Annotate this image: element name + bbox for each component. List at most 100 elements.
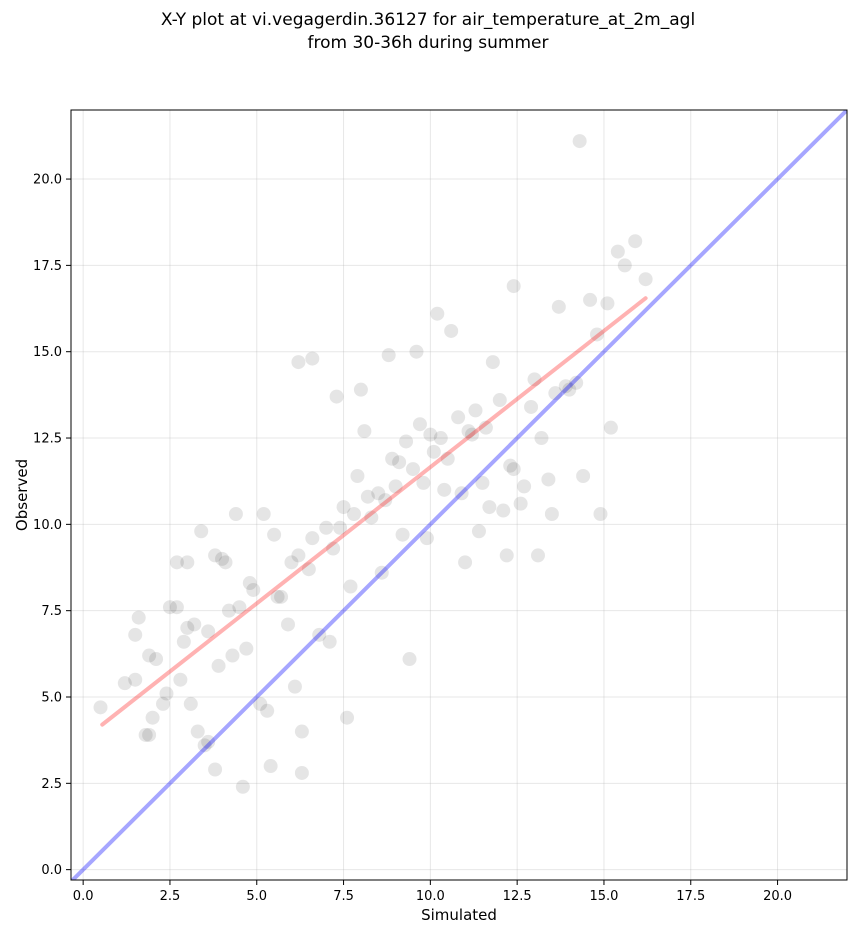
data-point xyxy=(517,479,532,494)
data-point xyxy=(454,486,469,501)
y-tick-label: 7.5 xyxy=(41,604,62,619)
data-point xyxy=(194,524,209,539)
axes-frame xyxy=(70,109,848,881)
data-point xyxy=(225,648,240,663)
data-point xyxy=(343,579,358,594)
y-tick-label: 15.0 xyxy=(33,345,62,360)
data-point xyxy=(169,555,184,570)
data-point xyxy=(329,389,344,404)
data-point xyxy=(465,427,480,442)
data-point xyxy=(461,424,476,439)
data-point xyxy=(499,548,514,563)
data-point xyxy=(534,431,549,446)
data-point xyxy=(176,634,191,649)
data-point xyxy=(291,355,306,370)
data-point xyxy=(274,589,289,604)
data-point xyxy=(312,627,327,642)
data-point xyxy=(221,603,236,618)
data-point xyxy=(485,355,500,370)
y-tick-label: 12.5 xyxy=(33,432,62,447)
data-point xyxy=(440,451,455,466)
regression-line xyxy=(100,296,648,727)
plot-frame xyxy=(70,109,848,881)
data-point xyxy=(617,258,632,273)
data-point xyxy=(603,420,618,435)
grid-lines xyxy=(71,110,847,880)
data-point xyxy=(336,500,351,515)
data-point xyxy=(426,444,441,459)
data-point xyxy=(267,527,282,542)
chart-subtitle: from 30-36h during summer xyxy=(307,33,549,53)
data-point xyxy=(270,589,285,604)
data-point xyxy=(548,386,563,401)
x-tick-label: 12.5 xyxy=(503,889,532,904)
data-point xyxy=(246,582,261,597)
y-axis-label: Observed xyxy=(13,459,31,531)
data-point xyxy=(572,134,587,149)
data-point xyxy=(506,279,521,294)
data-point xyxy=(402,652,417,667)
data-point xyxy=(128,672,143,687)
data-point xyxy=(319,520,334,535)
data-point xyxy=(610,244,625,259)
data-point xyxy=(190,724,205,739)
data-point xyxy=(169,600,184,615)
data-point xyxy=(541,472,556,487)
data-point xyxy=(399,434,414,449)
data-point xyxy=(364,510,379,525)
data-point xyxy=(409,344,424,359)
data-point xyxy=(142,648,157,663)
data-point xyxy=(562,382,577,397)
data-point xyxy=(131,610,146,625)
data-point xyxy=(117,676,132,691)
data-point xyxy=(419,531,434,546)
data-point xyxy=(305,351,320,366)
data-point xyxy=(593,506,608,521)
data-point xyxy=(180,555,195,570)
data-point xyxy=(530,548,545,563)
data-point xyxy=(235,779,250,794)
data-point xyxy=(475,475,490,490)
data-point xyxy=(371,486,386,501)
data-point xyxy=(381,348,396,363)
data-point xyxy=(628,234,643,249)
y-tick-label: 5.0 xyxy=(41,690,62,705)
data-point xyxy=(322,634,337,649)
data-point xyxy=(346,506,361,521)
data-point xyxy=(180,620,195,635)
data-point xyxy=(524,399,539,414)
x-tick-label: 17.5 xyxy=(676,889,705,904)
data-point xyxy=(378,493,393,508)
identity-line xyxy=(71,110,847,880)
data-point xyxy=(253,696,268,711)
data-point xyxy=(569,375,584,390)
data-point xyxy=(197,738,212,753)
data-point xyxy=(239,641,254,656)
data-point xyxy=(513,496,528,511)
x-tick-label: 0.0 xyxy=(73,889,94,904)
data-point xyxy=(350,469,365,484)
data-point xyxy=(284,555,299,570)
data-point xyxy=(600,296,615,311)
data-point xyxy=(551,299,566,314)
x-axis-label: Simulated xyxy=(421,906,497,924)
data-point xyxy=(260,703,275,718)
data-point xyxy=(638,272,653,287)
x-tick-label: 5.0 xyxy=(246,889,267,904)
data-point xyxy=(242,576,257,591)
data-point xyxy=(360,489,375,504)
data-point xyxy=(173,672,188,687)
data-point xyxy=(208,548,223,563)
data-point xyxy=(340,710,355,725)
data-point xyxy=(281,617,296,632)
data-point xyxy=(287,679,302,694)
data-point xyxy=(482,500,497,515)
chart-title: X-Y plot at vi.vegagerdin.36127 for air_… xyxy=(160,10,696,30)
y-tick-label: 17.5 xyxy=(33,259,62,274)
data-point xyxy=(149,652,164,667)
data-point xyxy=(412,417,427,432)
data-point xyxy=(128,627,143,642)
x-axis-ticks: 0.0 2.5 5.0 7.5 10.0 12.5 15.0 17.5 20.0 xyxy=(73,880,792,904)
data-point xyxy=(544,506,559,521)
